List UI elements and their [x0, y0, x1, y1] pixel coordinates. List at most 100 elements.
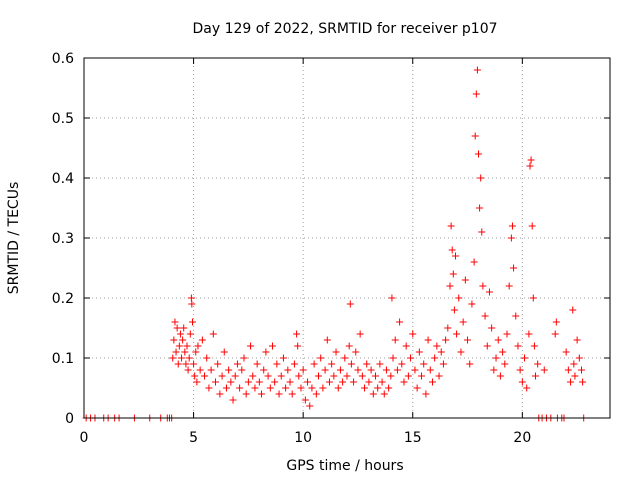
y-tick-label: 0.3 — [52, 231, 74, 247]
data-point — [308, 384, 316, 392]
data-point — [207, 366, 215, 374]
data-point — [369, 390, 377, 398]
data-point — [449, 270, 457, 278]
data-point — [492, 354, 500, 362]
data-point — [334, 384, 342, 392]
data-point — [175, 342, 183, 350]
data-point — [299, 366, 307, 374]
data-point — [483, 342, 491, 350]
data-point — [238, 366, 246, 374]
data-point — [431, 354, 439, 362]
data-point — [172, 348, 180, 356]
data-point — [578, 366, 586, 374]
data-point — [229, 396, 237, 404]
data-point — [567, 378, 575, 386]
data-point — [361, 384, 369, 392]
data-point — [388, 294, 396, 302]
data-point — [391, 336, 399, 344]
data-point — [464, 336, 472, 344]
data-point — [193, 378, 201, 386]
data-point — [451, 252, 459, 260]
data-point — [185, 354, 193, 362]
data-point — [507, 234, 515, 242]
data-point — [411, 366, 419, 374]
data-point — [426, 366, 434, 374]
data-point — [319, 384, 327, 392]
data-point — [404, 372, 412, 380]
data-point — [485, 288, 493, 296]
data-point — [282, 384, 290, 392]
data-point — [216, 390, 224, 398]
data-point — [457, 348, 465, 356]
data-point — [510, 264, 518, 272]
data-point — [433, 342, 441, 350]
data-point — [251, 384, 259, 392]
data-point — [402, 342, 410, 350]
data-point — [290, 360, 298, 368]
data-point — [428, 378, 436, 386]
data-point — [212, 378, 219, 386]
data-point — [363, 360, 371, 368]
data-point — [523, 384, 531, 392]
data-point — [297, 384, 305, 392]
data-point — [190, 360, 198, 368]
data-point — [186, 330, 194, 338]
data-point — [317, 354, 325, 362]
data-point — [529, 294, 537, 302]
data-point — [527, 156, 535, 164]
data-point — [264, 372, 272, 380]
data-point — [575, 354, 583, 362]
data-point — [505, 282, 513, 290]
data-point — [470, 258, 478, 266]
data-point — [249, 372, 257, 380]
data-point — [512, 312, 520, 320]
data-point — [244, 378, 252, 386]
data-point — [170, 336, 178, 344]
data-point — [328, 360, 336, 368]
data-point — [262, 348, 270, 356]
y-tick-label: 0.1 — [52, 351, 74, 367]
data-point — [201, 372, 209, 380]
data-point — [312, 390, 320, 398]
data-point — [477, 174, 485, 182]
grid — [84, 58, 610, 418]
data-point — [516, 366, 524, 374]
data-point — [173, 324, 181, 332]
data-point — [247, 342, 255, 350]
data-point — [222, 384, 230, 392]
data-point — [306, 402, 314, 410]
data-point — [178, 354, 186, 362]
data-point — [255, 378, 263, 386]
data-point — [268, 342, 276, 350]
data-point — [551, 330, 559, 338]
data-point — [461, 276, 469, 284]
data-point — [398, 360, 406, 368]
data-point — [380, 390, 388, 398]
x-tick-label: 10 — [294, 430, 312, 446]
data-points — [82, 66, 588, 422]
axis-ticks: 0 0.1 0.2 0.3 0.4 0.5 0.6 0 5 10 15 20 — [52, 51, 610, 446]
data-point — [198, 336, 206, 344]
data-point — [295, 372, 303, 380]
x-tick-label: 15 — [404, 430, 422, 446]
data-point — [508, 222, 516, 230]
data-point — [275, 390, 283, 398]
data-point — [378, 378, 386, 386]
data-point — [301, 396, 309, 404]
data-point — [562, 348, 570, 356]
data-point — [471, 132, 479, 140]
data-point — [242, 390, 250, 398]
data-point — [393, 366, 401, 374]
data-point — [376, 360, 384, 368]
data-point — [310, 360, 318, 368]
data-point — [293, 330, 301, 338]
data-point — [174, 360, 182, 368]
data-point — [453, 330, 461, 338]
data-point — [323, 336, 331, 344]
data-point — [579, 378, 587, 386]
data-point — [343, 372, 351, 380]
data-point — [258, 390, 266, 398]
data-point — [413, 384, 421, 392]
data-point — [236, 384, 244, 392]
data-point — [347, 360, 355, 368]
